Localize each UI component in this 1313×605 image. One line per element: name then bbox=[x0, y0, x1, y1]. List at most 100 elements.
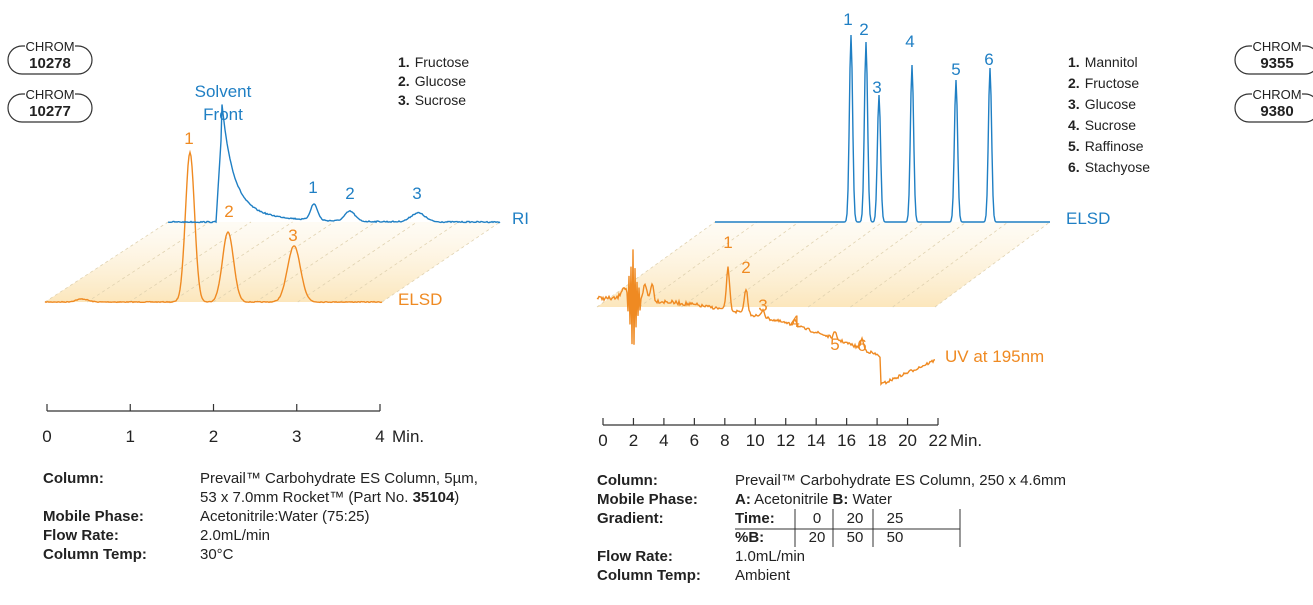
annotation: Solvent bbox=[195, 82, 252, 101]
plane-guide bbox=[171, 221, 293, 303]
badge-number: 9355 bbox=[1260, 55, 1293, 72]
right-plane bbox=[597, 222, 1050, 307]
axis-tick-label: 14 bbox=[807, 431, 826, 450]
legend-number: 4. bbox=[1068, 117, 1080, 133]
condition-label: Column: bbox=[43, 470, 104, 487]
plane-guide bbox=[596, 221, 716, 308]
legend-name: Fructose bbox=[1085, 75, 1140, 91]
right-uv-trace bbox=[596, 249, 936, 386]
peak-label: 1 bbox=[308, 178, 317, 197]
badge-gap bbox=[25, 40, 75, 50]
plane-guide bbox=[723, 221, 841, 308]
plane-guide bbox=[44, 221, 169, 303]
badge-label: CHROM bbox=[25, 87, 74, 102]
legend-entry: 1. Fructose bbox=[398, 54, 469, 70]
gradient-cell: 50 bbox=[887, 529, 904, 546]
gradient-cell: 20 bbox=[847, 510, 864, 527]
peak-label: 6 bbox=[984, 50, 993, 69]
axis-unit: Min. bbox=[392, 427, 424, 446]
condition-text: Water bbox=[848, 491, 892, 508]
condition-value: A: Acetonitrile B: Water bbox=[735, 491, 892, 508]
legend-number: 1. bbox=[1068, 54, 1080, 70]
trace-label: ELSD bbox=[1066, 209, 1110, 228]
plane-guide bbox=[213, 221, 335, 303]
condition-value: Acetonitrile:Water (75:25) bbox=[200, 508, 370, 525]
peak-label: 3 bbox=[872, 78, 881, 97]
badge-number: 9380 bbox=[1260, 103, 1293, 120]
badge-label: CHROM bbox=[1252, 39, 1301, 54]
left-plane bbox=[45, 222, 500, 302]
gradient-cell: 50 bbox=[847, 529, 864, 546]
plane-guide bbox=[639, 221, 758, 308]
gradient-cell: 25 bbox=[887, 510, 904, 527]
legend-entry: 1. Mannitol bbox=[1068, 54, 1138, 70]
condition-value: Prevail™ Carbohydrate ES Column, 250 x 4… bbox=[735, 472, 1066, 489]
peak-label: 2 bbox=[345, 184, 354, 203]
axis-tick-label: 1 bbox=[126, 427, 135, 446]
condition-value: 1.0mL/min bbox=[735, 548, 805, 565]
axis-tick-label: 4 bbox=[375, 427, 384, 446]
trace-label: ELSD bbox=[398, 290, 442, 309]
plane-guide bbox=[255, 221, 376, 303]
trace-label: RI bbox=[512, 209, 529, 228]
peak-label: 6 bbox=[857, 336, 866, 355]
peak-label: 3 bbox=[412, 184, 421, 203]
peak-label: 3 bbox=[288, 226, 297, 245]
legend-name: Mannitol bbox=[1085, 54, 1138, 70]
axis-tick-label: 18 bbox=[868, 431, 887, 450]
legend-name: Sucrose bbox=[415, 92, 467, 108]
legend-entry: 6. Stachyose bbox=[1068, 159, 1150, 175]
axis-tick-label: 6 bbox=[690, 431, 699, 450]
axis-tick-label: 10 bbox=[746, 431, 765, 450]
right-elsd-trace bbox=[715, 34, 1050, 223]
gradient-cell: %B: bbox=[735, 529, 764, 546]
condition-text: 1.0mL/min bbox=[735, 548, 805, 565]
condition-text: 30°C bbox=[200, 546, 234, 563]
legend-name: Sucrose bbox=[1085, 117, 1137, 133]
condition-text: Prevail™ Carbohydrate ES Column, 250 x 4… bbox=[735, 472, 1066, 489]
legend-name: Raffinose bbox=[1085, 138, 1144, 154]
legend-entry: 3. Sucrose bbox=[398, 92, 466, 108]
condition-label: Mobile Phase: bbox=[597, 491, 698, 508]
condition-text: 35104 bbox=[413, 489, 455, 506]
legend-entry: 2. Fructose bbox=[1068, 75, 1139, 91]
axis-tick-label: 2 bbox=[629, 431, 638, 450]
legend-entry: 2. Glucose bbox=[398, 73, 466, 89]
gradient-cell: 0 bbox=[813, 510, 821, 527]
plane-guide bbox=[129, 221, 252, 303]
condition-text: B: bbox=[833, 491, 849, 508]
axis-unit: Min. bbox=[950, 431, 982, 450]
plane-guide bbox=[681, 221, 799, 308]
badge-gap bbox=[1252, 40, 1302, 50]
condition-text: Prevail™ Carbohydrate ES Column, 5µm, bbox=[200, 470, 478, 487]
axis-tick-label: 0 bbox=[42, 427, 51, 446]
trace-label: UV at 195nm bbox=[945, 347, 1044, 366]
gradient-cell: 20 bbox=[809, 529, 826, 546]
condition-value: 30°C bbox=[200, 546, 234, 563]
axis-tick-label: 12 bbox=[776, 431, 795, 450]
peak-label: 5 bbox=[951, 60, 960, 79]
legend-number: 2. bbox=[1068, 75, 1080, 91]
legend-entry: 5. Raffinose bbox=[1068, 138, 1144, 154]
condition-value: Prevail™ Carbohydrate ES Column, 5µm, bbox=[200, 470, 478, 487]
condition-value: 53 x 7.0mm Rocket™ (Part No. 35104) bbox=[200, 489, 459, 506]
condition-label: Column Temp: bbox=[597, 567, 701, 584]
axis-tick-label: 4 bbox=[659, 431, 668, 450]
badge-number: 10278 bbox=[29, 55, 71, 72]
condition-text: 2.0mL/min bbox=[200, 527, 270, 544]
legend-name: Glucose bbox=[415, 73, 467, 89]
peak-label: 2 bbox=[224, 202, 233, 221]
plane-guide bbox=[86, 221, 210, 303]
peak-label: 1 bbox=[184, 129, 193, 148]
peak-label: 5 bbox=[830, 335, 839, 354]
legend-name: Fructose bbox=[415, 54, 470, 70]
peak-label: 2 bbox=[741, 258, 750, 277]
condition-label: Gradient: bbox=[597, 510, 664, 527]
legend-number: 3. bbox=[1068, 96, 1080, 112]
condition-label: Column Temp: bbox=[43, 546, 147, 563]
axis-tick-label: 2 bbox=[209, 427, 218, 446]
gradient-cell: Time: bbox=[735, 510, 775, 527]
peak-label: 4 bbox=[790, 312, 799, 331]
badge-label: CHROM bbox=[1252, 87, 1301, 102]
axis-tick-label: 3 bbox=[292, 427, 301, 446]
